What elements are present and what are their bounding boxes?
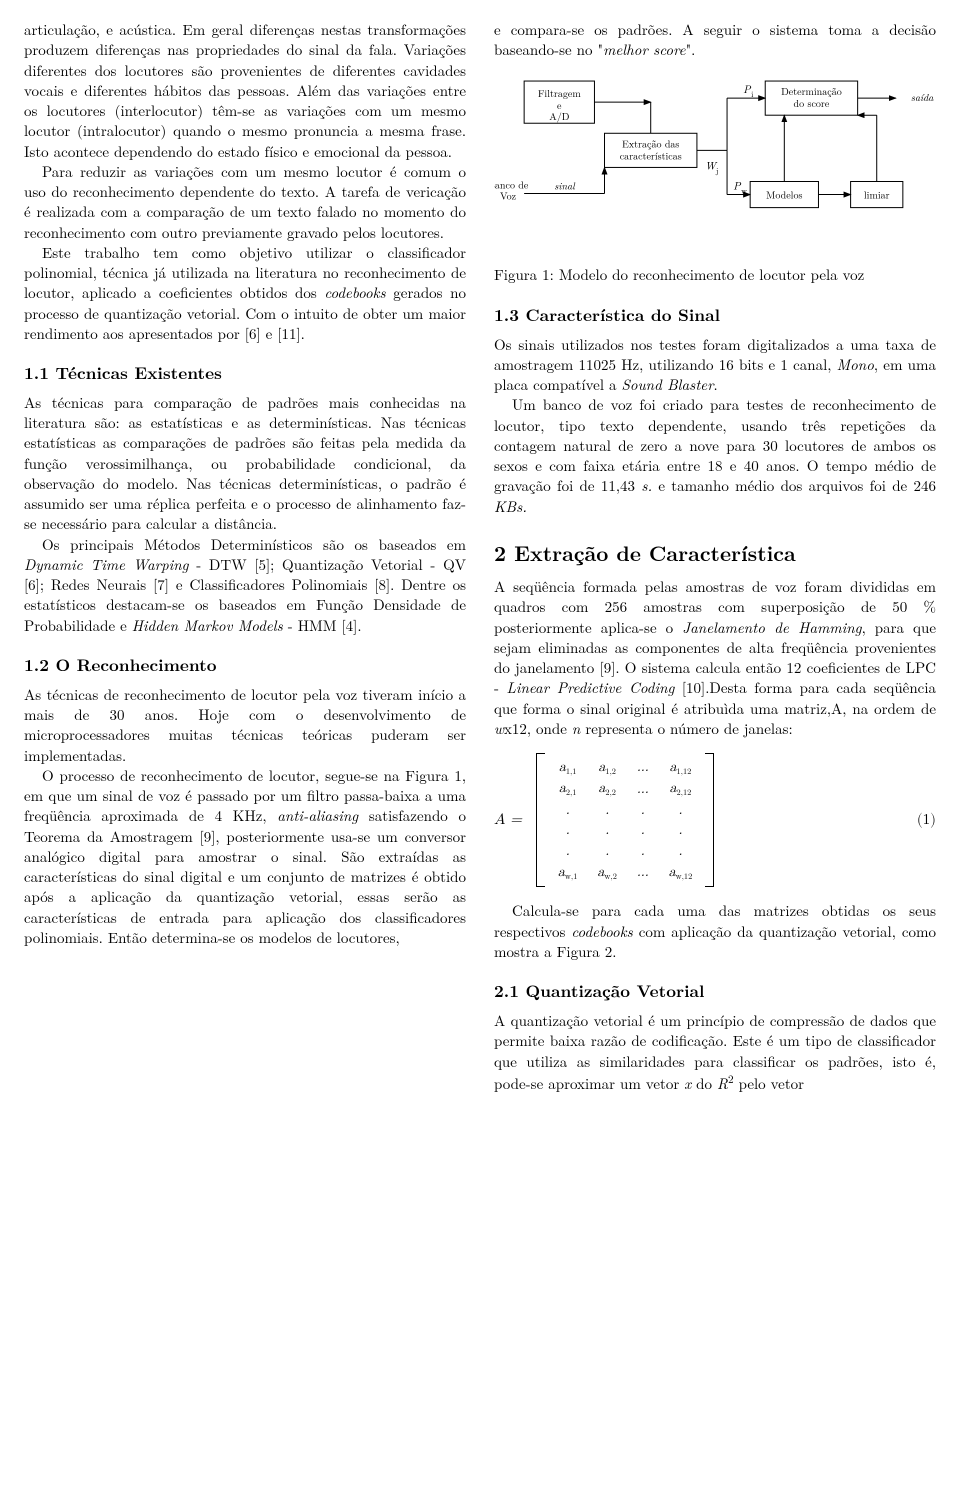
- para-1-1b: Os principais Métodos Determinísticos sã…: [24, 535, 466, 636]
- para-1-3b: Um banco de voz foi criado para testes d…: [494, 395, 936, 517]
- para-2-1a: A quantização vetorial é um princípio de…: [494, 1011, 936, 1094]
- para-1-2b-text: O processo de reconhecimento de locutor,…: [24, 765, 466, 948]
- para-3-text: Este trabalho tem como objetivo utilizar…: [24, 242, 466, 344]
- svg-text:características: características: [620, 148, 682, 162]
- equation-1: A = a1,1a1,2...a1,12 a2,1a2,2...a2,12 ..…: [494, 753, 936, 887]
- para-2a: A seqüência formada pelas amostras de vo…: [494, 577, 936, 739]
- para-1-2b: O processo de reconhecimento de locutor,…: [24, 766, 466, 948]
- para-2-1a-text: A quantização vetorial é um princípio de…: [494, 1010, 936, 1094]
- para-1-3b-text: Um banco de voz foi criado para testes d…: [494, 394, 936, 516]
- equation-number: (1): [899, 810, 936, 830]
- heading-2: 2 Extração de Característica: [494, 539, 936, 567]
- svg-text:j: j: [715, 165, 718, 176]
- svg-text:do score: do score: [794, 96, 830, 110]
- para-intro: articulação, e acústica. Em geral difere…: [24, 20, 466, 162]
- para-1-3a: Os sinais utilizados nos testes foram di…: [494, 335, 936, 396]
- para-2b-text: Calcula-se para cada uma das matrizes ob…: [494, 900, 936, 962]
- equation-matrix: a1,1a1,2...a1,12 a2,1a2,2...a2,12 .... .…: [536, 753, 714, 887]
- svg-text:A/D: A/D: [549, 109, 570, 123]
- svg-text:sinal: sinal: [554, 178, 576, 192]
- para-1-1a: As técnicas para comparação de padrões m…: [24, 393, 466, 535]
- svg-text:saída: saída: [911, 90, 934, 104]
- heading-1-2: 1.2 O Reconhecimento: [24, 654, 466, 677]
- para-2a-text: A seqüência formada pelas amostras de vo…: [494, 576, 936, 739]
- para-2: Para reduzir as variações com um mesmo l…: [24, 162, 466, 243]
- left-column: articulação, e acústica. Em geral difere…: [24, 20, 466, 1094]
- para-3: Este trabalho tem como objetivo utilizar…: [24, 243, 466, 344]
- heading-1-3: 1.3 Característica do Sinal: [494, 304, 936, 327]
- para-1-2a: As técnicas de reconhecimento de locutor…: [24, 685, 466, 766]
- para-right-intro-text: e compara-se os padrões. A seguir o sist…: [494, 19, 936, 60]
- svg-text:Voz: Voz: [500, 188, 517, 202]
- para-1-1b-text: Os principais Métodos Determinísticos sã…: [24, 534, 466, 636]
- heading-1-1: 1.1 Técnicas Existentes: [24, 362, 466, 385]
- figure-1: Filtragem e A/D Extração das característ…: [494, 67, 936, 256]
- figure-1-diagram: Filtragem e A/D Extração das característ…: [494, 67, 936, 256]
- para-1-3a-text: Os sinais utilizados nos testes foram di…: [494, 334, 936, 396]
- equation-lhs: A =: [494, 810, 522, 830]
- svg-text:i: i: [751, 89, 753, 100]
- right-column: e compara-se os padrões. A seguir o sist…: [494, 20, 936, 1094]
- two-column-layout: articulação, e acústica. Em geral difere…: [24, 20, 936, 1094]
- svg-text:Modelos: Modelos: [766, 187, 802, 201]
- para-right-intro: e compara-se os padrões. A seguir o sist…: [494, 20, 936, 61]
- heading-2-1: 2.1 Quantização Vetorial: [494, 980, 936, 1003]
- svg-text:limiar: limiar: [864, 187, 890, 201]
- svg-text:w: w: [741, 185, 747, 196]
- para-2b: Calcula-se para cada uma das matrizes ob…: [494, 901, 936, 962]
- figure-1-caption: Figura 1: Modelo do reconhecimento de lo…: [494, 265, 936, 285]
